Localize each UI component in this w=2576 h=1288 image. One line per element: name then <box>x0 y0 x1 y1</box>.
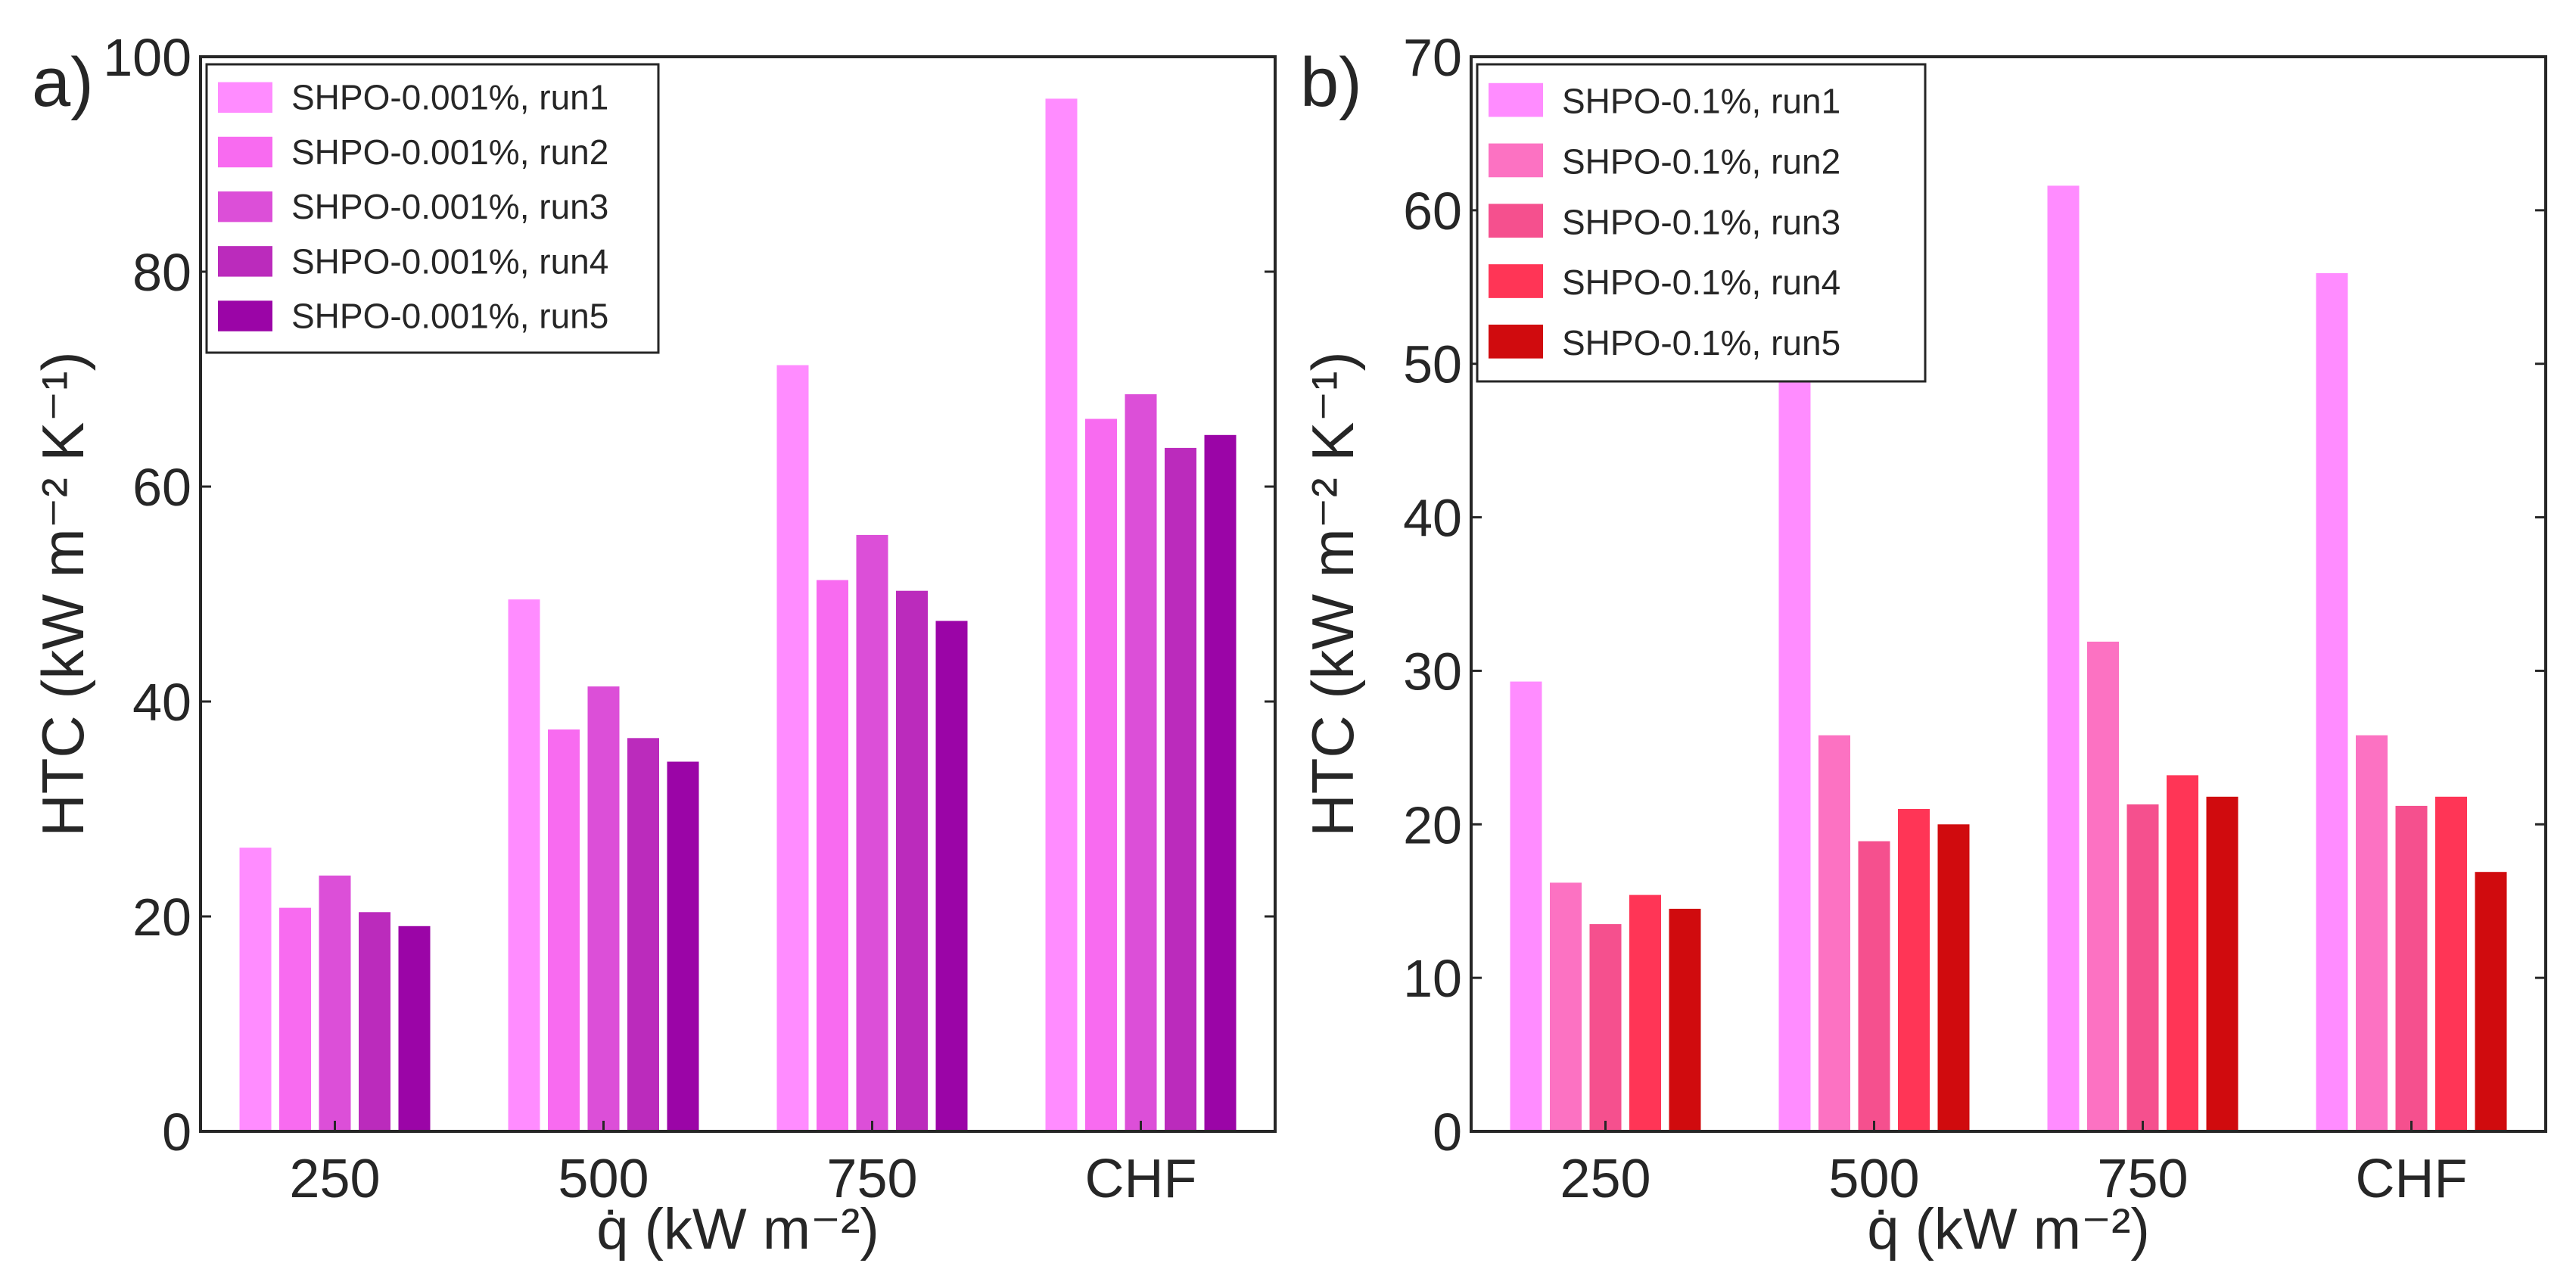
legend-swatch-series3 <box>1489 204 1543 238</box>
bar-a-series3-750 <box>856 534 888 1131</box>
bar-b-series1-250 <box>1510 681 1542 1131</box>
bar-b-series3-chf <box>2395 805 2428 1131</box>
y-tick-label: 0 <box>162 1103 191 1162</box>
legend-label-series3: SHPO-0.001%, run3 <box>291 187 608 226</box>
y-tick-label: 10 <box>1403 949 1462 1008</box>
bar-a-series2-750 <box>817 580 848 1131</box>
bar-b-series4-250 <box>1629 894 1661 1131</box>
bar-a-series1-750 <box>776 365 809 1131</box>
legend-swatch-series2 <box>218 136 272 168</box>
x-tick-label-500: 500 <box>558 1149 649 1209</box>
y-tick-label: 80 <box>132 243 191 302</box>
bar-b-series1-750 <box>2047 185 2080 1131</box>
bar-a-series5-750 <box>935 621 968 1131</box>
y-axis-label: HTC (kW m⁻² K⁻¹) <box>30 351 96 836</box>
bar-a-series2-chf <box>1085 418 1117 1131</box>
bar-a-series1-500 <box>508 599 540 1131</box>
bar-a-series5-250 <box>398 926 431 1131</box>
legend: SHPO-0.001%, run1 SHPO-0.001%, run2 SHPO-0… <box>205 63 660 354</box>
panel-label: b) <box>1300 44 1362 121</box>
y-tick-label: 100 <box>103 28 191 87</box>
legend-swatch-series4 <box>218 246 272 277</box>
y-tick-label: 40 <box>1403 489 1462 548</box>
x-tick-label-500: 500 <box>1828 1149 1919 1209</box>
bar-a-series4-chf <box>1165 447 1196 1131</box>
legend-swatch-series5 <box>218 300 272 331</box>
legend-swatch-series2 <box>1489 143 1543 178</box>
legend-label-series3: SHPO-0.1%, run3 <box>1562 202 1840 241</box>
legend-swatch-series1 <box>1489 82 1543 117</box>
bar-a-series1-chf <box>1045 98 1078 1131</box>
y-tick-label: 60 <box>1403 182 1462 241</box>
x-tick-label-chf: CHF <box>2356 1149 2468 1209</box>
legend-label-series4: SHPO-0.1%, run4 <box>1562 263 1840 302</box>
bar-a-series4-500 <box>627 738 659 1131</box>
bar-b-series5-250 <box>1669 908 1701 1131</box>
bar-b-series5-750 <box>2206 796 2238 1131</box>
bar-b-series2-750 <box>2087 641 2119 1131</box>
bar-b-series1-500 <box>1778 379 1811 1131</box>
legend-label-series5: SHPO-0.001%, run5 <box>291 296 608 335</box>
chart-panel-a: 0 20 40 60 80 100 250 500 750 CHF a) q̇ (kW m⁻²) HTC… <box>30 28 1277 1262</box>
legend-label-series2: SHPO-0.1%, run2 <box>1562 142 1840 181</box>
y-tick-label: 20 <box>132 888 191 947</box>
bar-b-series4-chf <box>2435 796 2467 1131</box>
x-tick-label-750: 750 <box>826 1149 917 1209</box>
bar-b-series3-250 <box>1589 924 1622 1131</box>
x-tick-label-250: 250 <box>289 1149 380 1209</box>
bar-b-series5-chf <box>2475 872 2507 1131</box>
legend-swatch-series1 <box>218 82 272 113</box>
bar-b-series2-250 <box>1550 882 1582 1131</box>
x-tick-label-250: 250 <box>1560 1149 1650 1209</box>
bar-b-series2-500 <box>1818 735 1850 1131</box>
bar-a-series4-750 <box>896 590 928 1131</box>
bar-a-series3-chf <box>1125 394 1157 1131</box>
x-tick-label-750: 750 <box>2097 1149 2188 1209</box>
chart-panel-b: 0 10 20 30 40 50 60 70 250 500 750 CHF b) q̇ (kW m⁻²)… <box>1299 28 2547 1262</box>
bar-a-series5-500 <box>667 761 699 1131</box>
bar-b-series2-chf <box>2356 735 2388 1131</box>
y-tick-label: 40 <box>132 673 191 732</box>
bar-b-series1-chf <box>2316 273 2348 1131</box>
bar-b-series4-750 <box>2167 775 2198 1131</box>
x-axis-label: q̇ (kW m⁻²) <box>596 1197 879 1262</box>
bar-a-series4-250 <box>359 912 390 1131</box>
bar-a-series3-500 <box>587 686 620 1131</box>
axes-frame <box>1470 55 2547 1133</box>
x-axis-label: q̇ (kW m⁻²) <box>1867 1197 2150 1262</box>
panel-label: a) <box>32 44 94 121</box>
y-tick-label: 30 <box>1403 642 1462 701</box>
x-tick-label-chf: CHF <box>1085 1149 1197 1209</box>
y-tick-label: 60 <box>132 458 191 517</box>
legend-swatch-series4 <box>1489 264 1543 298</box>
legend-label-series4: SHPO-0.001%, run4 <box>291 241 608 281</box>
bar-a-series1-250 <box>239 848 272 1131</box>
legend-label-series1: SHPO-0.001%, run1 <box>291 78 608 117</box>
bar-b-series4-500 <box>1898 809 1930 1131</box>
bar-b-series3-500 <box>1858 841 1890 1131</box>
y-tick-label: 20 <box>1403 795 1462 854</box>
y-tick-label: 70 <box>1403 28 1462 87</box>
y-axis-label: HTC (kW m⁻² K⁻¹) <box>1299 351 1366 836</box>
legend-label-series2: SHPO-0.001%, run2 <box>291 132 608 172</box>
y-tick-label: 50 <box>1403 335 1462 394</box>
legend-frame <box>205 63 660 354</box>
axes-frame <box>199 55 1277 1133</box>
bar-a-series2-250 <box>279 907 311 1131</box>
legend-label-series1: SHPO-0.1%, run1 <box>1562 82 1840 121</box>
legend: SHPO-0.1%, run1 SHPO-0.1%, run2 SHPO-0.1%,… <box>1476 63 1927 383</box>
legend-swatch-series5 <box>1489 324 1543 359</box>
legend-swatch-series3 <box>218 191 272 222</box>
legend-frame <box>1476 63 1927 383</box>
bar-b-series3-750 <box>2126 804 2159 1131</box>
y-tick-label: 0 <box>1433 1103 1462 1162</box>
bar-a-series5-chf <box>1204 434 1237 1131</box>
bar-a-series3-250 <box>319 876 351 1131</box>
legend-label-series5: SHPO-0.1%, run5 <box>1562 323 1840 362</box>
bar-b-series5-500 <box>1937 824 1970 1131</box>
bar-a-series2-500 <box>548 729 580 1131</box>
